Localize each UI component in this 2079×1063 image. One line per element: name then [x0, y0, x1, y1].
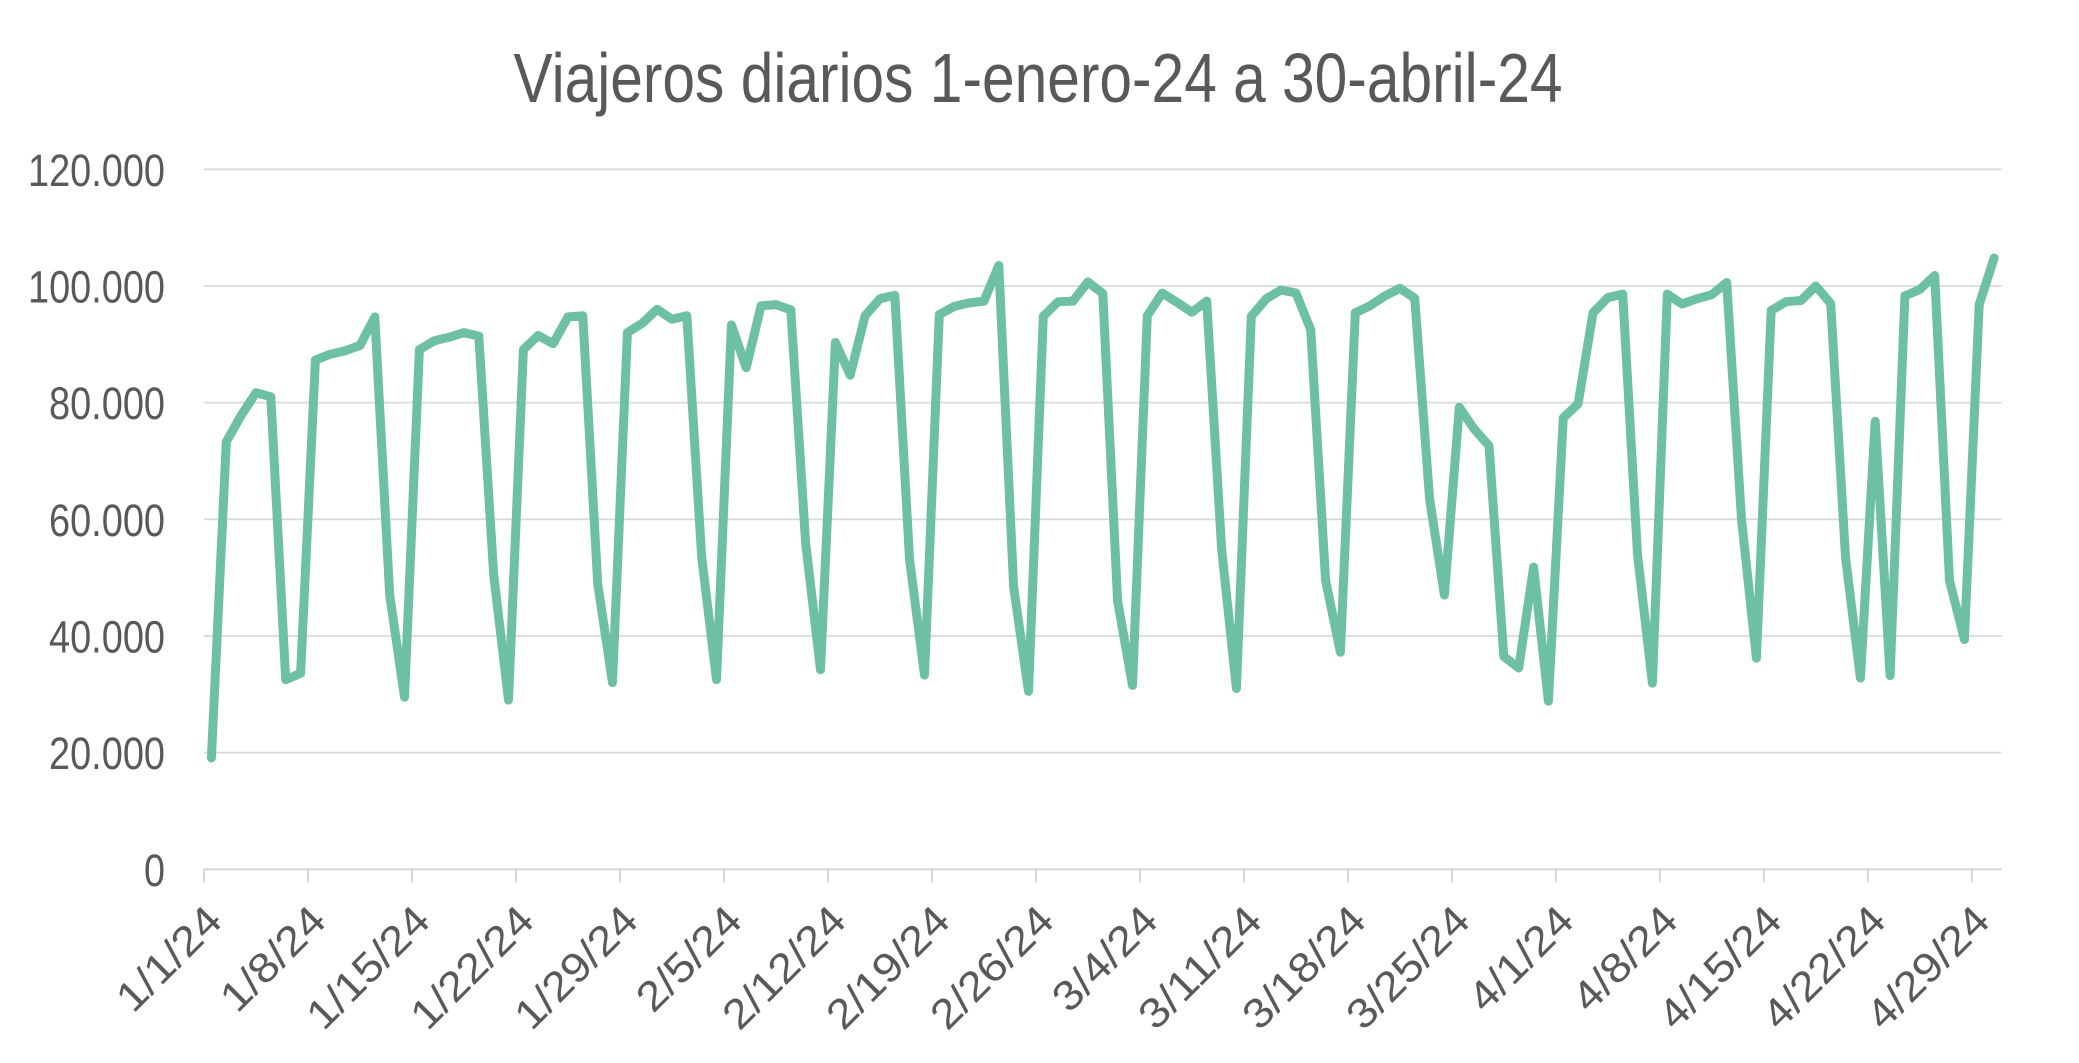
svg-text:Viajeros diarios 1-enero-24 a: Viajeros diarios 1-enero-24 a 30-abril-2… — [514, 39, 1563, 117]
svg-text:60.000: 60.000 — [49, 495, 165, 546]
svg-text:40.000: 40.000 — [49, 612, 165, 663]
svg-text:20.000: 20.000 — [49, 728, 165, 779]
svg-text:100.000: 100.000 — [28, 262, 165, 313]
svg-text:120.000: 120.000 — [28, 145, 165, 196]
svg-text:0: 0 — [144, 845, 165, 896]
svg-text:80.000: 80.000 — [49, 378, 165, 429]
